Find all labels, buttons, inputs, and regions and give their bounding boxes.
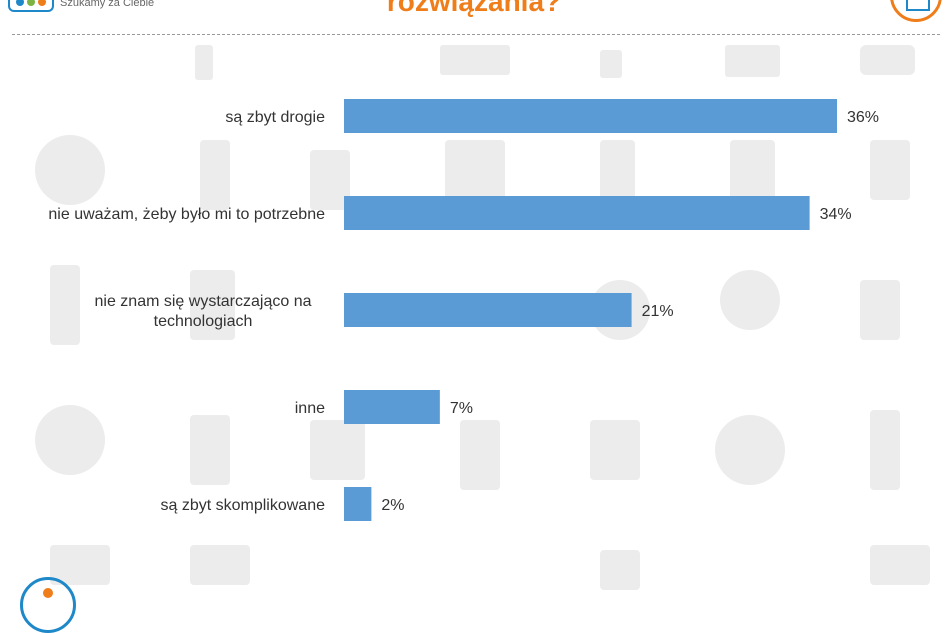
bar-chart: 36% są zbyt drogie 34% nie uważam, żeby był… <box>48 99 879 521</box>
brand-logo <box>8 0 54 12</box>
bar-4 <box>344 487 372 521</box>
category-label-2: nie znam się wystarczająco na technologia… <box>95 293 312 330</box>
category-label-0: są zbyt drogie <box>225 109 325 126</box>
brand-tagline: Szukamy za Ciebie <box>60 0 155 9</box>
category-label-4: są zbyt skomplikowane <box>160 497 325 514</box>
value-label-1: 34% <box>820 206 852 223</box>
logo-dot-blue <box>16 0 24 6</box>
person-icon <box>20 577 76 633</box>
value-label-0: 36% <box>847 109 879 126</box>
bar-3 <box>344 390 440 424</box>
chart-title: rozwiązania? <box>386 0 562 17</box>
bar-1 <box>344 196 810 230</box>
logo-dot-orange <box>38 0 46 6</box>
category-label-1: nie uważam, żeby było mi to potrzebne <box>48 206 325 223</box>
bar-2 <box>344 293 632 327</box>
header-divider <box>12 34 940 35</box>
value-label-2: 21% <box>642 303 674 320</box>
category-label-3: inne <box>295 400 325 417</box>
value-label-4: 2% <box>381 497 404 514</box>
value-label-3: 7% <box>450 400 473 417</box>
logo-dot-green <box>27 0 35 6</box>
bar-0 <box>344 99 837 133</box>
